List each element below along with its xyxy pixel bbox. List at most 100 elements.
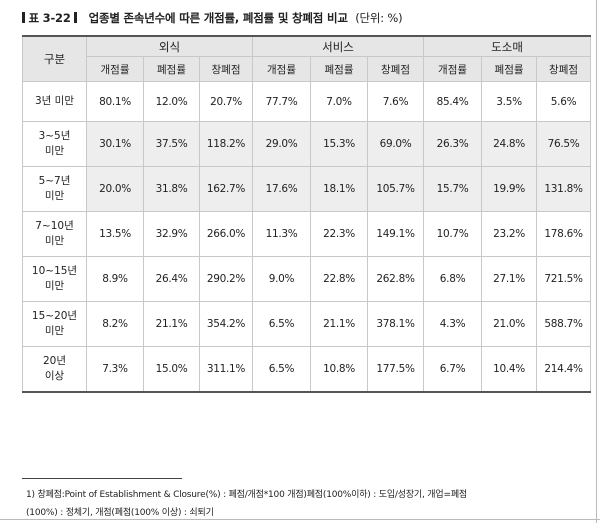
table-row: 10~15년 미만 8.9% 26.4% 290.2% 9.0% 22.8% 262.8% 6.… — [22, 256, 592, 302]
table-row: 7~10년 미만 13.5% 32.9% 266.0% 11.3% 22.3% 149.1% 1… — [22, 211, 592, 257]
table-cell: 29.0% — [252, 121, 311, 167]
row-label-line: 15~20년 — [31, 310, 78, 322]
table-cell: 3.5% — [481, 81, 538, 122]
footnote-divider — [22, 478, 182, 479]
row-label-line: 미만 — [44, 190, 65, 202]
row-label-line: 20년 — [42, 355, 67, 367]
table-cell: 118.2% — [199, 121, 253, 167]
table-cell: 6.7% — [423, 346, 483, 393]
table-cell: 11.3% — [252, 211, 311, 257]
table-cell: 588.7% — [536, 301, 592, 347]
sub-header: 폐점률 — [481, 56, 538, 82]
group-header-service: 서비스 — [251, 35, 425, 57]
table-cell: 31.8% — [143, 166, 200, 212]
group-header-food: 외식 — [86, 35, 253, 57]
table-row: 3~5년 미만 30.1% 37.5% 118.2% 29.0% 15.3% 69.0% 26.… — [22, 121, 592, 167]
table-caption: 표 3-22 업종별 존속년수에 따른 개점률, 폐점률 및 창폐점 비교 (단… — [22, 10, 403, 26]
table-cell: 178.6% — [536, 211, 592, 257]
row-label-line: 미만 — [44, 145, 65, 157]
table-cell: 4.3% — [423, 301, 483, 347]
table-cell: 10.8% — [310, 346, 368, 393]
row-label-line: 7~10년 — [35, 220, 74, 232]
table-cell: 77.7% — [252, 81, 311, 122]
row-label-line: 미만 — [44, 235, 65, 247]
footnote-line: 1) 창폐점:Point of Establishment & Closure(… — [26, 490, 467, 500]
table-number: 표 3-22 — [28, 11, 71, 25]
table-cell: 266.0% — [199, 211, 253, 257]
group-header-retail: 도소매 — [423, 35, 592, 57]
comparison-table: 구분 외식 서비스 도소매 개점률 폐점률 창폐점 개점률 폐점률 창폐점 개점… — [22, 35, 592, 393]
corner-header: 구분 — [22, 35, 87, 82]
table-cell: 7.6% — [366, 81, 425, 122]
table-row: 5~7년 미만 20.0% 31.8% 162.7% 17.6% 18.1% 105.7% 15… — [22, 166, 592, 212]
table-cell: 7.3% — [86, 346, 144, 393]
table-unit: (단위: %) — [355, 11, 403, 25]
caption-marker-end — [74, 12, 78, 23]
table-cell: 378.1% — [366, 301, 425, 347]
table-cell: 6.5% — [252, 346, 311, 393]
table-cell: 20.7% — [199, 81, 253, 122]
table-cell: 26.3% — [423, 121, 483, 167]
table-cell: 69.0% — [366, 121, 425, 167]
sub-header: 창폐점 — [366, 56, 425, 82]
row-label-line: 3~5년 — [38, 130, 71, 142]
table-cell: 8.2% — [86, 301, 144, 347]
table-cell: 17.6% — [252, 166, 311, 212]
row-label-line: 미만 — [44, 280, 65, 292]
table-cell: 131.8% — [536, 166, 592, 212]
page-border-right — [596, 0, 597, 523]
caption-marker — [22, 12, 25, 23]
row-label-line: 5~7년 — [38, 175, 71, 187]
table-cell: 20.0% — [86, 166, 144, 212]
footnote: 1) 창폐점:Point of Establishment & Closure(… — [26, 486, 586, 522]
table-cell: 30.1% — [86, 121, 144, 167]
table-cell: 12.0% — [143, 81, 200, 122]
table-cell: 162.7% — [199, 166, 253, 212]
table-cell: 19.9% — [481, 166, 538, 212]
row-label: 15~20년 미만 — [22, 301, 87, 347]
table-cell: 311.1% — [199, 346, 253, 393]
sub-header: 창폐점 — [536, 56, 592, 82]
table-cell: 5.6% — [536, 81, 592, 122]
table-cell: 80.1% — [86, 81, 144, 122]
sub-header: 폐점률 — [310, 56, 368, 82]
table-cell: 76.5% — [536, 121, 592, 167]
footnote-line: (100%) : 정체기, 개점(폐점(100% 이상) : 쇠퇴기 — [26, 508, 214, 518]
table-cell: 262.8% — [366, 256, 425, 302]
table-cell: 15.0% — [143, 346, 200, 393]
table-cell: 21.1% — [143, 301, 200, 347]
table-row: 15~20년 미만 8.2% 21.1% 354.2% 6.5% 21.1% 378.1% 4.… — [22, 301, 592, 347]
row-label-line: 이상 — [44, 370, 65, 382]
row-label-line: 10~15년 — [31, 265, 78, 277]
table-cell: 85.4% — [423, 81, 483, 122]
table-cell: 24.8% — [481, 121, 538, 167]
table-cell: 15.7% — [423, 166, 483, 212]
table-cell: 7.0% — [310, 81, 368, 122]
row-label: 3년 미만 — [22, 81, 87, 122]
table-cell: 37.5% — [143, 121, 200, 167]
table-cell: 21.1% — [310, 301, 368, 347]
table-cell: 10.7% — [423, 211, 483, 257]
sub-header: 폐점률 — [143, 56, 200, 82]
table-cell: 354.2% — [199, 301, 253, 347]
table-cell: 290.2% — [199, 256, 253, 302]
table-cell: 26.4% — [143, 256, 200, 302]
table-title: 업종별 존속년수에 따른 개점률, 폐점률 및 창폐점 비교 — [88, 11, 348, 25]
sub-header-row: 개점률 폐점률 창폐점 개점률 폐점률 창폐점 개점률 폐점률 창폐점 — [23, 56, 592, 82]
table-cell: 6.5% — [252, 301, 311, 347]
table-cell: 6.8% — [423, 256, 483, 302]
table-cell: 13.5% — [86, 211, 144, 257]
table-row: 3년 미만 80.1% 12.0% 20.7% 77.7% 7.0% 7.6% 85.4% 3.… — [22, 81, 592, 122]
group-header-row: 구분 외식 서비스 도소매 — [22, 35, 592, 82]
table-cell: 21.0% — [481, 301, 538, 347]
table-cell: 22.3% — [310, 211, 368, 257]
table-row: 20년 이상 7.3% 15.0% 311.1% 6.5% 10.8% 177.5% 6.7% 1… — [22, 346, 592, 393]
table-cell: 32.9% — [143, 211, 200, 257]
page-border-bottom — [0, 519, 600, 520]
table-cell: 9.0% — [252, 256, 311, 302]
table-cell: 214.4% — [536, 346, 592, 393]
